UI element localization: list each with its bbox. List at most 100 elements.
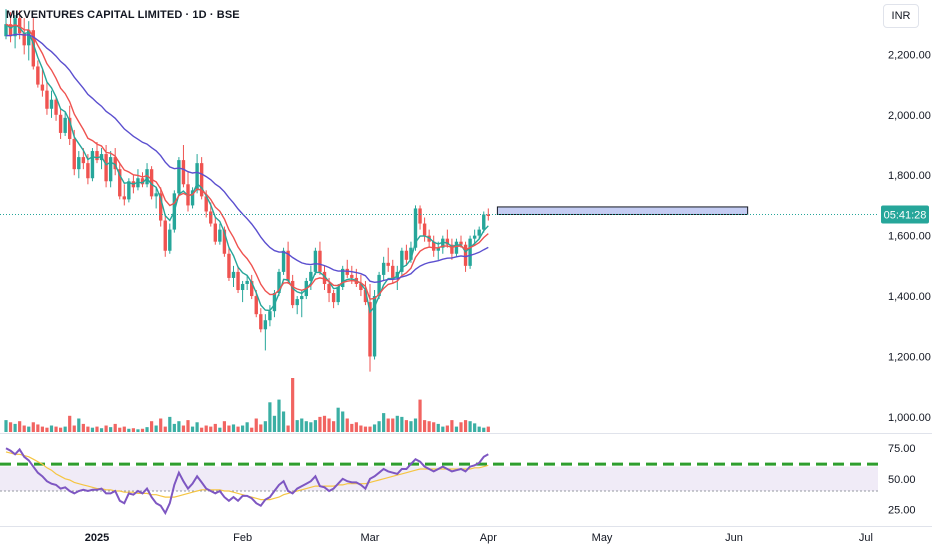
candle-body: [359, 283, 363, 291]
candle-body: [204, 196, 208, 212]
candle-body: [63, 117, 67, 133]
volume-bar: [413, 418, 418, 432]
candle-body: [181, 160, 186, 185]
volume-bar: [295, 420, 299, 432]
candle-body: [322, 271, 327, 284]
volume-bar: [318, 416, 322, 432]
volume-bar: [227, 425, 231, 432]
candle-body: [222, 229, 227, 254]
candle-body: [159, 193, 163, 221]
candle-body: [86, 163, 90, 179]
volume-bar: [81, 423, 85, 432]
candle-body: [149, 169, 154, 197]
time-tick-label: Apr: [480, 532, 497, 544]
volume-bar: [172, 423, 176, 432]
candle-body: [168, 229, 172, 251]
chart-title: MKVENTURES CAPITAL LIMITED · 1D · BSE: [6, 9, 240, 21]
candle-body: [459, 241, 463, 245]
candle-body: [472, 235, 477, 239]
volume-bar: [86, 426, 90, 432]
volume-bar: [159, 418, 163, 432]
candle-body: [81, 157, 86, 164]
candle-body: [90, 151, 95, 179]
volume-bar: [77, 418, 81, 432]
volume-bar: [436, 423, 440, 432]
rsi-band: [0, 466, 878, 491]
candle-body: [331, 293, 336, 303]
candle-body: [436, 247, 440, 251]
volume-bar: [40, 426, 44, 432]
candle-body: [77, 157, 81, 170]
price-tick-label: 1,800.00: [888, 170, 931, 182]
candle-body: [163, 220, 167, 251]
volume-bar: [195, 422, 199, 432]
volume-bar: [68, 415, 72, 432]
volume-bar: [359, 425, 363, 432]
volume-bar: [382, 413, 386, 432]
candle-body: [40, 84, 45, 91]
volume-bar: [254, 418, 258, 432]
volume-bar: [236, 426, 240, 432]
candle-body: [381, 262, 386, 275]
time-tick-label: Feb: [233, 532, 252, 544]
candle-body: [445, 238, 450, 245]
volume-bar: [95, 426, 99, 432]
candle-body: [454, 241, 459, 254]
candle-body: [277, 271, 281, 294]
candle-body: [177, 160, 181, 194]
candle-body: [72, 138, 76, 170]
candle-body: [368, 302, 372, 357]
volume-bar: [395, 415, 399, 432]
price-tick-label: 1,000.00: [888, 412, 931, 424]
candle-body: [391, 265, 395, 278]
candle-body: [372, 296, 377, 357]
volume-bar: [450, 420, 454, 432]
volume-bar: [4, 420, 8, 432]
volume-bar: [350, 423, 354, 432]
candle-body: [213, 223, 217, 242]
volume-bar: [427, 421, 431, 432]
volume-bar: [250, 427, 254, 432]
volume-bar: [281, 411, 286, 432]
candle-body: [413, 208, 418, 248]
volume-bar: [477, 426, 481, 432]
price-tick-label: 2,200.00: [888, 49, 931, 61]
volume-bar: [418, 399, 422, 432]
candle-body: [300, 296, 304, 300]
rsi-tick-label: 50.00: [888, 474, 916, 486]
volume-bar: [445, 425, 449, 432]
candle-body: [127, 181, 131, 200]
time-tick-label: Jul: [859, 532, 873, 544]
rsi-line: [5, 447, 489, 516]
volume-bar: [404, 420, 408, 432]
candle-body: [254, 296, 258, 315]
volume-bar: [218, 427, 222, 432]
volume-bar: [291, 378, 295, 432]
volume-bar: [473, 423, 477, 432]
volume-bar: [8, 422, 13, 432]
candle-body: [140, 178, 145, 185]
candle-body: [45, 90, 49, 109]
volume-bar: [18, 421, 22, 432]
volume-bar: [432, 422, 436, 432]
currency-button[interactable]: INR: [883, 4, 919, 28]
volume-bar: [286, 425, 290, 432]
candle-body: [377, 274, 381, 297]
candle-body: [441, 238, 445, 248]
volume-bar: [127, 428, 131, 432]
grid-lines: [0, 433, 932, 527]
ma-fast-line: [5, 23, 489, 314]
candle-body: [154, 193, 158, 197]
candle-body: [400, 250, 404, 272]
volume-bar: [27, 426, 31, 432]
candle-body: [290, 280, 295, 306]
candle-body: [4, 24, 8, 37]
candle-body: [468, 238, 472, 266]
volume-bar: [190, 426, 195, 432]
volume-bar: [200, 427, 204, 432]
volume-bar: [140, 428, 145, 432]
volume-bar: [122, 426, 126, 432]
volume-bar: [423, 420, 427, 432]
candle-body: [409, 247, 413, 260]
